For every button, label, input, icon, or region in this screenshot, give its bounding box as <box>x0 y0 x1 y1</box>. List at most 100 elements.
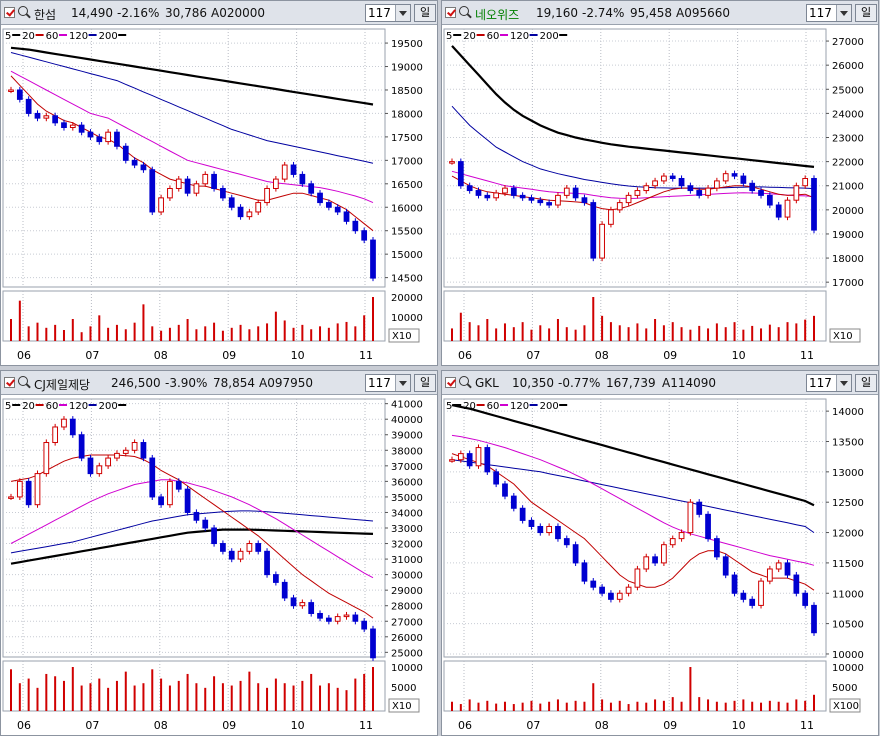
checkbox-icon[interactable] <box>445 377 456 388</box>
x-tick-label: 06 <box>458 719 472 732</box>
price-plot-area <box>443 398 827 658</box>
x-tick-label: 08 <box>595 719 609 732</box>
volume-bar <box>160 678 163 711</box>
volume-bar <box>160 330 163 341</box>
candle-body <box>308 183 315 194</box>
y-tick-label: 27000 <box>391 617 423 628</box>
legend-label: 5 <box>5 401 11 412</box>
candle-body <box>572 187 579 199</box>
period-select[interactable]: 117 <box>806 374 852 392</box>
volume-bar <box>486 700 489 711</box>
y-tick-label: 20000 <box>832 206 864 217</box>
search-icon[interactable] <box>18 6 28 16</box>
y-tick-label: 26000 <box>832 61 864 72</box>
y-tick-label: 18000 <box>832 254 864 265</box>
y-tick-label: 12500 <box>832 498 864 509</box>
volume-bar <box>345 321 348 341</box>
legend-swatch <box>88 34 97 36</box>
legend-label: 120 <box>69 401 88 412</box>
volume-bar <box>221 330 224 341</box>
period-select[interactable]: 117 <box>806 4 852 22</box>
y-tick-label: 31000 <box>391 555 423 566</box>
x-tick-label: 09 <box>222 719 236 732</box>
stock-name[interactable]: GKL <box>475 376 499 390</box>
period-select[interactable]: 117 <box>365 4 411 22</box>
stock-name[interactable]: 한섬 <box>34 8 57 22</box>
volume-bar <box>645 702 648 711</box>
checkbox-icon[interactable] <box>445 7 456 18</box>
candle-body <box>608 209 614 225</box>
legend-label: 20 <box>463 31 476 42</box>
chevron-down-icon[interactable] <box>836 375 851 391</box>
volume-bar <box>698 325 701 341</box>
legend-swatch <box>118 404 127 406</box>
stock-volume: 78,854 <box>213 376 255 390</box>
unit-button[interactable]: 일 <box>855 374 877 392</box>
volume-bar <box>768 700 771 711</box>
candle-body <box>167 480 173 506</box>
volume-bar <box>133 685 136 711</box>
search-icon[interactable] <box>459 6 469 16</box>
unit-button[interactable]: 일 <box>414 374 436 392</box>
chevron-down-icon[interactable] <box>395 5 410 21</box>
candle-body <box>264 187 270 204</box>
chevron-down-icon[interactable] <box>395 375 410 391</box>
legend-swatch <box>529 34 538 36</box>
volume-bar <box>804 319 807 341</box>
legend-swatch <box>476 404 485 406</box>
candle-body <box>290 164 297 175</box>
volume-bar <box>742 699 745 711</box>
candle-body <box>493 471 500 485</box>
volume-bar <box>760 328 763 341</box>
y-tick-label: 41000 <box>391 400 423 411</box>
period-value: 117 <box>809 376 832 390</box>
x-tick-label: 07 <box>85 349 99 362</box>
stock-name[interactable]: 네오위즈 <box>475 8 520 22</box>
volume-bar <box>266 687 269 711</box>
checkbox-icon[interactable] <box>4 377 15 388</box>
unit-button[interactable]: 일 <box>414 4 436 22</box>
stock-change: -2.74% <box>582 6 625 20</box>
volume-bar <box>133 322 136 341</box>
candle-body <box>502 483 508 497</box>
candle-body <box>122 145 129 161</box>
checkbox-icon[interactable] <box>4 7 15 18</box>
volume-bar <box>195 329 198 341</box>
stock-name[interactable]: CJ제일제당 <box>34 378 91 392</box>
stock-price: 19,160 <box>536 6 578 20</box>
candle-body <box>784 562 791 576</box>
candle-body <box>625 586 632 594</box>
candle-body <box>696 190 703 196</box>
volume-bar <box>27 678 30 711</box>
candle-body <box>696 501 703 515</box>
candle-body <box>16 480 23 498</box>
volume-bar <box>609 322 612 341</box>
volume-scale-label: X10 <box>392 701 412 712</box>
search-icon[interactable] <box>18 376 28 386</box>
volume-bar <box>213 322 216 341</box>
volume-scale-box <box>388 328 420 343</box>
volume-bar <box>327 327 330 341</box>
unit-button[interactable]: 일 <box>855 4 877 22</box>
candle-body <box>634 568 641 588</box>
volume-bar <box>107 687 110 711</box>
candle-body <box>105 131 111 143</box>
candle-body <box>370 239 376 279</box>
legend-label: 120 <box>69 31 88 42</box>
volume-scale-box <box>388 698 420 713</box>
candle-body <box>775 562 782 570</box>
candle-body <box>740 592 747 600</box>
chevron-down-icon[interactable] <box>836 5 851 21</box>
volume-bar <box>733 322 736 341</box>
candle-body <box>158 197 164 213</box>
search-icon[interactable] <box>459 376 469 386</box>
y-tick-label: 35000 <box>391 493 423 504</box>
legend-label: 5 <box>5 31 11 42</box>
period-select[interactable]: 117 <box>365 374 411 392</box>
candle-body <box>714 180 720 189</box>
volume-bar <box>512 327 515 341</box>
price-plot-area <box>443 28 827 288</box>
volume-bar <box>707 699 710 711</box>
candle-body <box>749 182 756 192</box>
stock-price: 10,350 <box>512 376 554 390</box>
